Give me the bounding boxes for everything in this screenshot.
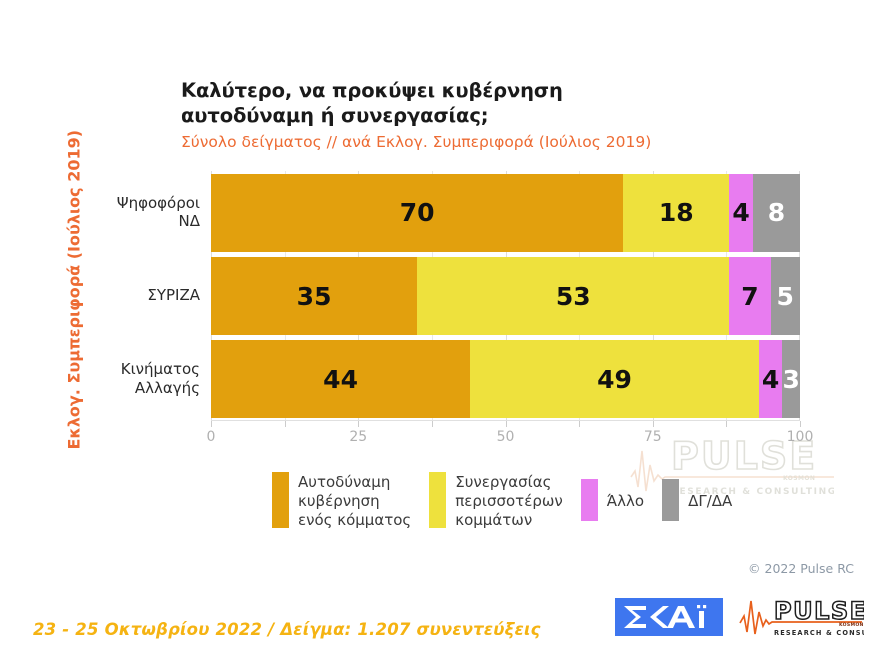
x-axis-baseline: [211, 420, 800, 421]
bar-segment-value: 70: [399, 198, 435, 228]
x-axis-tick-label: 0: [206, 429, 216, 445]
x-axis-tick-mark: [211, 421, 212, 427]
legend-swatch: [272, 472, 289, 528]
bar-segment[interactable]: 18: [623, 173, 730, 252]
skai-logo: [615, 598, 723, 636]
x-axis-tick-mark: [579, 421, 581, 427]
bar-segment[interactable]: 3: [782, 340, 800, 419]
svg-text:PULSE: PULSE: [774, 597, 864, 625]
bar-segment[interactable]: 5: [770, 257, 800, 335]
copyright-text: © 2022 Pulse RC: [748, 561, 854, 576]
legend-label: Αυτοδύναμη κυβέρνηση ενός κόμματος: [298, 473, 412, 530]
bar-segment-value: 4: [732, 198, 750, 228]
skai-logo-mark: [624, 605, 707, 628]
y-axis-category-label: Ψηφοφόροι ΝΔ: [116, 193, 200, 230]
bar-segment-value: 8: [767, 198, 786, 228]
y-axis-category-label: Κινήματος Αλλαγής: [120, 360, 200, 397]
bar-segment-value: 53: [555, 281, 591, 311]
x-axis-tick-mark: [431, 421, 433, 427]
bar-row[interactable]: 35 53 7 5: [211, 257, 800, 335]
x-axis-tick-label: 50: [496, 429, 515, 445]
bar-segment[interactable]: 4: [758, 340, 783, 419]
bar-row[interactable]: 70 18 4 8: [211, 173, 800, 252]
x-axis-ticks: 0 25 50 75 100: [207, 421, 813, 449]
bar-segment-value: 35: [296, 281, 332, 311]
svg-text:RESEARCH & CONSULTING: RESEARCH & CONSULTING: [774, 629, 864, 637]
bar-segment[interactable]: 35: [211, 257, 418, 335]
chart-title: Καλύτερο, να προκύψει κυβέρνηση αυτοδύνα…: [181, 79, 563, 128]
legend-swatch: [429, 472, 447, 528]
x-axis-tick-mark: [726, 421, 728, 427]
legend-item[interactable]: Άλλο: [580, 472, 645, 521]
bar-segment[interactable]: 44: [211, 340, 471, 419]
title-block: Καλύτερο, να προκύψει κυβέρνηση αυτοδύνα…: [181, 78, 741, 153]
chart-subtitle: Σύνολο δείγματος // ανά Εκλογ. Συμπεριφο…: [181, 132, 652, 151]
svg-text:KOSMON: KOSMON: [783, 475, 815, 482]
bar-segment-value: 7: [741, 281, 759, 311]
x-axis-tick-mark: [358, 421, 360, 427]
svg-text:KOSMON: KOSMON: [839, 622, 864, 628]
legend-item[interactable]: Συνεργασίας περισσοτέρων κομμάτων: [429, 472, 563, 531]
bar-rows: 70 18 4 8 35 53 7 5 44 49 4 3: [211, 171, 800, 421]
legend-label: Άλλο: [606, 492, 645, 510]
x-axis-tick-mark: [284, 421, 286, 427]
bar-segment-value: 44: [323, 364, 358, 394]
bar-segment[interactable]: 4: [729, 173, 753, 252]
x-axis-tick-mark: [800, 421, 801, 427]
y-axis-category-label: ΣΥΡΙΖΑ: [147, 286, 200, 304]
pulse-logo: PULSE KOSMON RESEARCH & CONSULTING: [738, 596, 880, 638]
pulse-logo-mark: PULSE KOSMON RESEARCH & CONSULTING: [739, 596, 880, 637]
x-axis-tick-label: 25: [349, 429, 368, 445]
legend-swatch: [580, 479, 598, 521]
legend-swatch: [662, 479, 680, 521]
bar-segment-value: 4: [761, 364, 780, 394]
bar-segment-value: 3: [782, 364, 800, 394]
chart-legend: Αυτοδύναμη κυβέρνηση ενός κόμματος Συνεργ…: [272, 472, 750, 531]
bar-segment[interactable]: 49: [470, 340, 759, 419]
fieldwork-footer-note: 23 - 25 Οκτωβρίου 2022 / Δείγμα: 1.207 σ…: [33, 620, 541, 639]
x-axis-tick-label: 100: [786, 429, 814, 445]
bar-segment[interactable]: 53: [417, 257, 730, 335]
bar-segment-value: 18: [658, 198, 694, 228]
bar-segment[interactable]: 7: [729, 257, 771, 335]
legend-item[interactable]: Αυτοδύναμη κυβέρνηση ενός κόμματος: [272, 472, 411, 531]
legend-label: Συνεργασίας περισσοτέρων κομμάτων: [455, 473, 563, 530]
x-axis-tick-label: 75: [643, 429, 662, 445]
bar-segment-value: 5: [776, 281, 794, 311]
legend-label: ΔΓ/ΔΑ: [688, 492, 733, 510]
bar-segment[interactable]: 70: [211, 173, 624, 252]
bar-segment-value: 49: [597, 364, 632, 394]
x-axis-tick-mark: [505, 421, 507, 427]
bar-row[interactable]: 44 49 4 3: [211, 340, 800, 419]
bar-segment[interactable]: 8: [752, 173, 800, 252]
legend-item[interactable]: ΔΓ/ΔΑ: [662, 472, 732, 521]
x-axis-tick-mark: [652, 421, 654, 427]
plot-area: 70 18 4 8 35 53 7 5 44 49 4 3 PULSE KOSMON RESEARCH…: [211, 171, 834, 497]
